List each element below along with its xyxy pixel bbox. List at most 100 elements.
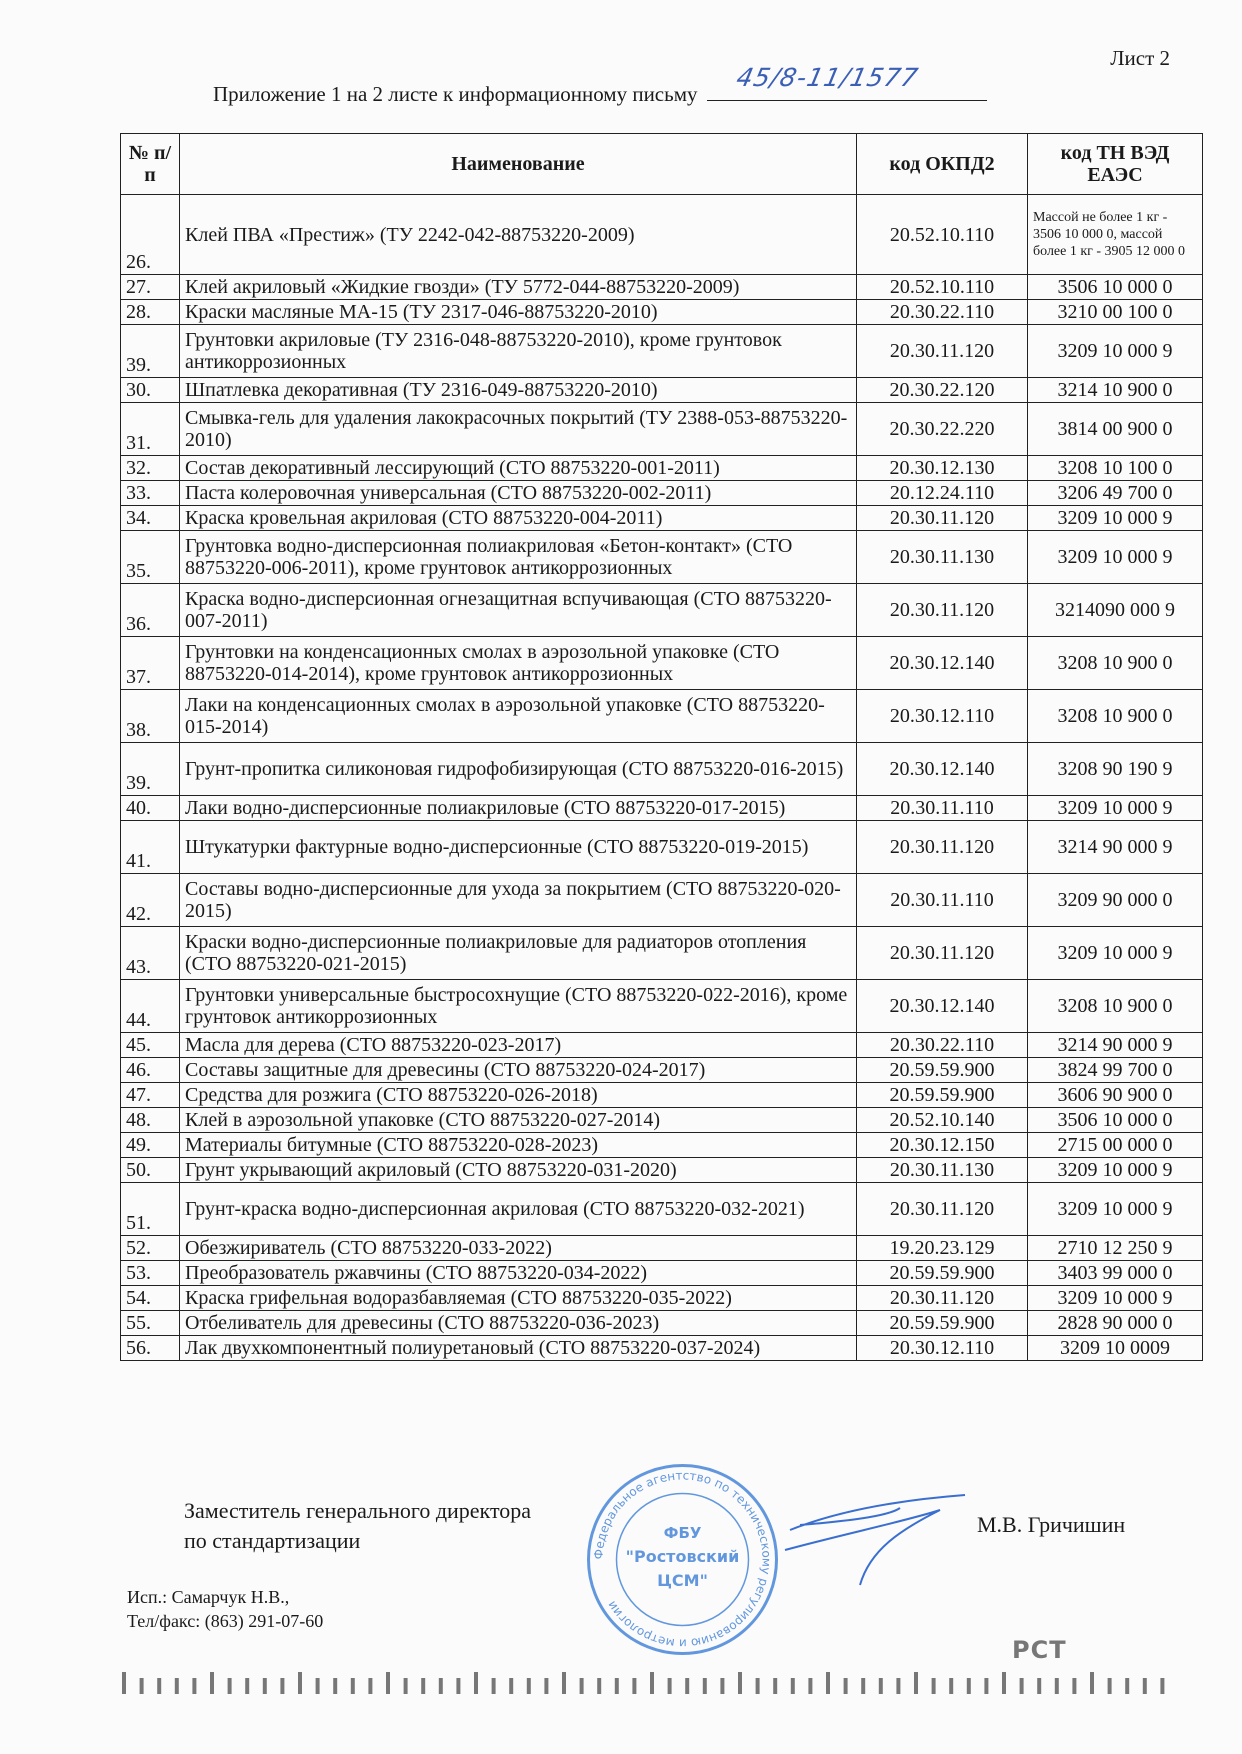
- tnved-code: 3209 10 000 9: [1027, 1182, 1203, 1236]
- product-name: Составы водно-дисперсионные для ухода за…: [179, 873, 857, 927]
- row-number: 55.: [120, 1310, 180, 1336]
- row-number: 47.: [120, 1082, 180, 1108]
- tnved-code: 3208 10 100 0: [1027, 455, 1203, 481]
- okpd2-code: 20.30.11.120: [856, 1182, 1028, 1236]
- okpd2-code: 20.30.12.140: [856, 636, 1028, 690]
- table-row: 36. Краска водно-дисперсионная огнезащитн…: [120, 583, 1203, 637]
- stamp-line-1: ФБУ: [664, 1524, 702, 1542]
- row-number: 43.: [120, 926, 180, 980]
- okpd2-code: 20.30.22.110: [856, 1032, 1028, 1058]
- ruler-tick: [139, 1678, 144, 1694]
- executor-name: Исп.: Самарчук Н.В.,: [127, 1587, 290, 1607]
- ruler-tick: [1142, 1678, 1147, 1694]
- ruler-tick: [667, 1678, 672, 1694]
- ruler-tick: [456, 1678, 461, 1694]
- row-number: 54.: [120, 1285, 180, 1311]
- ruler-tick: [738, 1672, 742, 1694]
- footer-ruler-decoration: [122, 1672, 1165, 1694]
- ruler-tick: [773, 1678, 778, 1694]
- product-name: Лаки на конденсационных смолах в аэрозол…: [179, 689, 857, 743]
- ruler-tick: [491, 1678, 496, 1694]
- okpd2-code: 20.30.11.120: [856, 926, 1028, 980]
- row-number: 39.: [120, 324, 180, 378]
- ruler-tick: [174, 1678, 179, 1694]
- product-name: Краска грифельная водоразбавляемая (СТО …: [179, 1285, 857, 1311]
- okpd2-code: 20.52.10.110: [856, 274, 1028, 300]
- ruler-tick: [597, 1678, 602, 1694]
- col-header-okpd: код ОКПД2: [856, 133, 1028, 195]
- tnved-code: 3506 10 000 0: [1027, 274, 1203, 300]
- ruler-tick: [878, 1678, 883, 1694]
- ruler-tick: [350, 1678, 355, 1694]
- row-number: 48.: [120, 1107, 180, 1133]
- okpd2-code: 19.20.23.129: [856, 1235, 1028, 1261]
- tnved-code: 2715 00 000 0: [1027, 1132, 1203, 1158]
- ruler-tick: [227, 1678, 232, 1694]
- row-number: 49.: [120, 1132, 180, 1158]
- row-number: 52.: [120, 1235, 180, 1261]
- product-name: Грунт-краска водно-дисперсионная акрилов…: [179, 1182, 857, 1236]
- tnved-code: 3209 10 000 9: [1027, 1157, 1203, 1183]
- ruler-tick: [1090, 1672, 1094, 1694]
- ruler-tick: [614, 1678, 619, 1694]
- ruler-tick: [1019, 1678, 1024, 1694]
- ruler-tick: [368, 1678, 373, 1694]
- handwritten-letter-number: 45/8-11/1577: [733, 63, 921, 92]
- table-row: 37. Грунтовки на конденсационных смолах в…: [120, 636, 1203, 690]
- ruler-tick: [755, 1678, 760, 1694]
- table-row: 51. Грунт-краска водно-дисперсионная акри…: [120, 1182, 1203, 1236]
- table-row: 35. Грунтовка водно-дисперсионная полиакр…: [120, 530, 1203, 584]
- row-number: 50.: [120, 1157, 180, 1183]
- row-number: 40.: [120, 795, 180, 821]
- tnved-code: 2710 12 250 9: [1027, 1235, 1203, 1261]
- ruler-tick: [843, 1678, 848, 1694]
- ruler-tick: [579, 1678, 584, 1694]
- product-name: Состав декоративный лессирующий (СТО 887…: [179, 455, 857, 481]
- ruler-tick: [210, 1672, 214, 1694]
- tnved-code: 3214 90 000 9: [1027, 820, 1203, 874]
- row-number: 51.: [120, 1182, 180, 1236]
- tnved-code: 3814 00 900 0: [1027, 402, 1203, 456]
- tnved-code: 3214090 000 9: [1027, 583, 1203, 637]
- table-row: 54. Краска грифельная водоразбавляемая (С…: [120, 1285, 1203, 1311]
- row-number: 45.: [120, 1032, 180, 1058]
- signer-name: М.В. Гричишин: [977, 1512, 1126, 1537]
- ruler-tick: [403, 1678, 408, 1694]
- table-row: 47. Средства для розжига (СТО 88753220-02…: [120, 1082, 1203, 1108]
- product-name: Грунтовки на конденсационных смолах в аэ…: [179, 636, 857, 690]
- product-name: Шпатлевка декоративная (ТУ 2316-049-8875…: [179, 377, 857, 403]
- okpd2-code: 20.30.11.130: [856, 1157, 1028, 1183]
- ruler-tick: [421, 1678, 426, 1694]
- products-table: № п/п Наименование код ОКПД2 код ТН ВЭД …: [120, 133, 1203, 1361]
- product-name: Клей ПВА «Престиж» (ТУ 2242-042-88753220…: [179, 194, 857, 275]
- product-name: Грунт укрывающий акриловый (СТО 88753220…: [179, 1157, 857, 1183]
- tnved-code: Массой не более 1 кг - 3506 10 000 0, ма…: [1027, 194, 1203, 275]
- row-number: 37.: [120, 636, 180, 690]
- appendix-text: Приложение 1 на 2 листе к информационном…: [213, 82, 698, 106]
- table-row: 31. Смывка-гель для удаления лакокрасочны…: [120, 402, 1203, 456]
- table-header-row: № п/п Наименование код ОКПД2 код ТН ВЭД …: [120, 133, 1203, 195]
- product-name: Грунтовка водно-дисперсионная полиакрило…: [179, 530, 857, 584]
- product-name: Краски масляные МА-15 (ТУ 2317-046-88753…: [179, 299, 857, 325]
- ruler-tick: [808, 1678, 813, 1694]
- okpd2-code: 20.30.12.130: [856, 455, 1028, 481]
- product-name: Материалы битумные (СТО 88753220-028-202…: [179, 1132, 857, 1158]
- tnved-code: 3209 10 000 9: [1027, 505, 1203, 531]
- position-line-2: по стандартизации: [184, 1528, 361, 1553]
- row-number: 26.: [120, 194, 180, 275]
- product-name: Краски водно-дисперсионные полиакриловые…: [179, 926, 857, 980]
- ruler-tick: [650, 1672, 654, 1694]
- tnved-code: 3206 49 700 0: [1027, 480, 1203, 506]
- tnved-code: 3209 10 000 9: [1027, 324, 1203, 378]
- letter-number-field: 45/8-11/1577: [706, 63, 987, 101]
- table-row: 26. Клей ПВА «Престиж» (ТУ 2242-042-88753…: [120, 194, 1203, 275]
- product-name: Смывка-гель для удаления лакокрасочных п…: [179, 402, 857, 456]
- col-header-tnved: код ТН ВЭД ЕАЭС: [1027, 133, 1203, 195]
- row-number: 56.: [120, 1335, 180, 1361]
- ruler-tick: [966, 1678, 971, 1694]
- tnved-code: 3209 10 000 9: [1027, 1285, 1203, 1311]
- ruler-tick: [438, 1678, 443, 1694]
- table-row: 30. Шпатлевка декоративная (ТУ 2316-049-8…: [120, 377, 1203, 403]
- ruler-tick: [509, 1678, 514, 1694]
- table-row: 34. Краска кровельная акриловая (СТО 8875…: [120, 505, 1203, 531]
